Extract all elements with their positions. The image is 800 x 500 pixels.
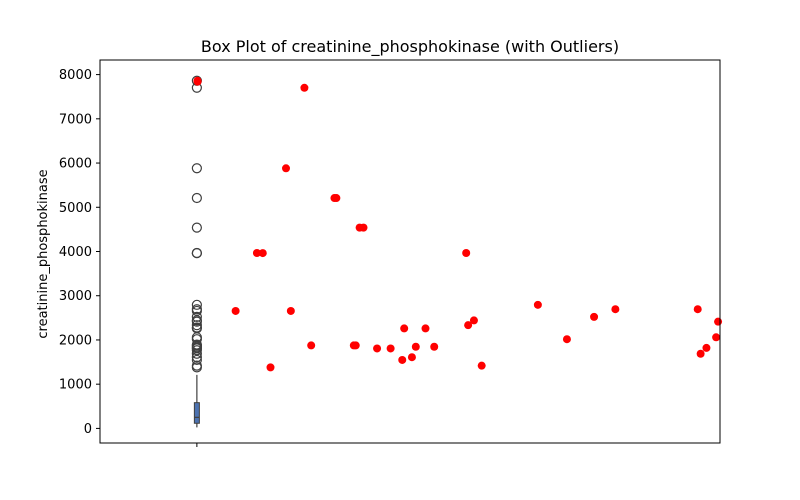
marks-layer [191, 75, 723, 428]
outlier-scatter-point [351, 341, 360, 350]
outlier-scatter-point [533, 300, 542, 309]
outlier-scatter-point [712, 333, 721, 342]
y-tick-label: 1000 [59, 378, 92, 393]
y-axis-label: creatinine_phosphokinase [36, 169, 51, 338]
outlier-scatter-point [411, 342, 420, 351]
box-outlier-point [191, 311, 202, 322]
outlier-scatter-point [407, 353, 416, 362]
box-outlier-point [191, 348, 202, 359]
chart-title: Box Plot of creatinine_phosphokinase (wi… [201, 37, 619, 57]
outlier-scatter-point [266, 363, 275, 372]
outlier-scatter-point [462, 249, 471, 258]
y-tick-label: 0 [84, 422, 92, 437]
outlier-scatter-point [258, 249, 267, 258]
outlier-scatter-point [193, 77, 202, 86]
axes-layer: 0 1000 2000 3000 4000 5000 6000 7000 8000 [59, 59, 721, 447]
outlier-scatter-point [702, 343, 711, 352]
outlier-scatter-point [286, 306, 295, 315]
outlier-scatter-point [464, 321, 473, 330]
y-tick-label: 8000 [59, 68, 92, 83]
outlier-scatter-point [231, 306, 240, 315]
outlier-scatter-point [307, 341, 316, 350]
outlier-scatter-point [398, 355, 407, 364]
outlier-scatter-point [252, 249, 261, 258]
box-outlier-point [191, 354, 202, 366]
y-tick-label: 4000 [59, 245, 92, 260]
box-outlier-point [191, 316, 202, 327]
outlier-scatter-point [373, 344, 382, 353]
outlier-scatter-point [300, 83, 309, 92]
y-tick-label: 6000 [59, 157, 92, 172]
y-tick-label: 5000 [59, 201, 92, 216]
box-outlier-point [191, 192, 202, 204]
box-outlier-point [191, 362, 202, 373]
y-tick-label: 3000 [59, 289, 92, 304]
outlier-scatter-point [421, 324, 430, 333]
box-outlier-point [191, 299, 202, 310]
box-outlier-point [191, 222, 202, 233]
outlier-scatter-point [696, 349, 705, 358]
outlier-scatter-point [469, 316, 478, 325]
outlier-scatter-point [282, 164, 290, 173]
outlier-scatter-point [430, 342, 439, 351]
box-body [193, 402, 200, 424]
box-outlier-point [191, 345, 202, 356]
outlier-scatter-point [714, 317, 723, 326]
y-tick-label: 2000 [59, 333, 92, 348]
outlier-scatter-point [562, 335, 571, 344]
outlier-scatter-point [400, 324, 409, 333]
outlier-scatter-point [330, 194, 339, 203]
outlier-scatter-point [386, 344, 395, 353]
y-tick-label: 7000 [59, 112, 92, 127]
outlier-scatter-point [611, 305, 620, 314]
box-outlier-point [191, 163, 202, 174]
outlier-scatter-point [359, 223, 368, 232]
outlier-scatter-point [590, 312, 599, 321]
box-outlier-point [191, 247, 202, 259]
outlier-scatter-point [477, 361, 486, 370]
outlier-scatter-point [693, 305, 702, 314]
